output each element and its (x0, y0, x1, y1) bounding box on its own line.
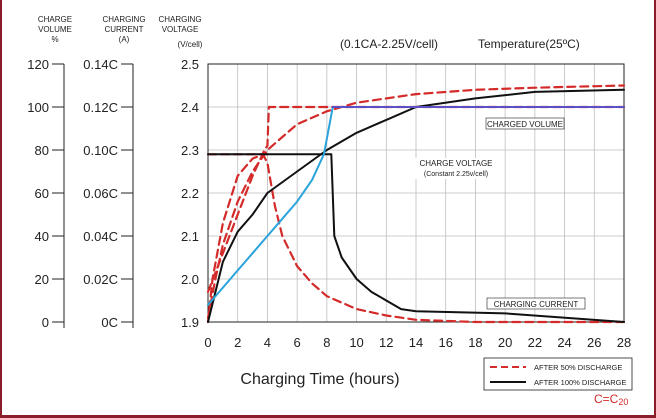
x-tick-label-6: 12 (379, 335, 393, 350)
series-line-v100 (207, 88, 625, 323)
x-tick-label-3: 6 (294, 335, 301, 350)
x-axis-title: Charging Time (hours) (240, 371, 399, 388)
volume-tick-label-0: 0 (42, 315, 49, 330)
x-tick-label-7: 14 (409, 335, 423, 350)
voltage-header-line1: CHARGING (158, 15, 201, 24)
series-line-v50 (206, 84, 626, 319)
x-tick-label-12: 24 (557, 335, 571, 350)
voltage-tick-label-4: 2.3 (181, 143, 199, 158)
voltage-header-line2: VOLTAGE (162, 25, 199, 34)
x-tick-label-5: 10 (349, 335, 363, 350)
footnote: C=C20 (594, 392, 628, 407)
charge-voltage-subtext: (Constant 2.25v/cell) (424, 171, 488, 178)
volume-header-line2: VOLUME (38, 25, 72, 34)
current-tick-label-1: 0.02C (83, 272, 118, 287)
volume-tick-label-4: 80 (35, 143, 49, 158)
volume-tick-label-3: 60 (35, 186, 49, 201)
current-tick-label-0: 0C (101, 315, 118, 330)
footnote-main: C=C (594, 392, 619, 406)
plot-border (207, 63, 625, 323)
volume-tick-label-6: 120 (27, 57, 49, 72)
x-tick-label-9: 18 (468, 335, 482, 350)
x-tick-label-8: 16 (438, 335, 452, 350)
voltage-axis-header: CHARGING VOLTAGE (V/cell) (158, 15, 202, 49)
grid (208, 64, 624, 322)
current-tick-label-6: 0.14C (83, 57, 118, 72)
x-tick-label-13: 26 (587, 335, 601, 350)
current-tick-label-4: 0.10C (83, 143, 118, 158)
x-tick-label-11: 22 (528, 335, 542, 350)
charged-volume-box (485, 117, 565, 130)
volume-header-line1: CHARGE (38, 15, 72, 24)
voltage-tick-label-0: 1.9 (181, 315, 199, 330)
temperature-note: Temperature(25ºC) (478, 37, 580, 51)
series-line-i100 (207, 153, 625, 323)
axis-ticks: 0 2 4 6 8 10 12 14 16 18 20 22 24 26 281.90C02.00.02C2… (27, 57, 631, 350)
current-tick-label-5: 0.12C (83, 100, 118, 115)
x-tick-label-0: 0 (204, 335, 211, 350)
x-tick-label-2: 4 (264, 335, 271, 350)
volume-tick-label-1: 20 (35, 272, 49, 287)
current-tick-label-2: 0.04C (83, 229, 118, 244)
charge-voltage-box (410, 158, 502, 179)
current-axis-header: CHARGING CURRENT (A) (102, 15, 145, 44)
current-tick-label-3: 0.06C (83, 186, 118, 201)
volume-axis-header: CHARGE VOLUME % (38, 15, 72, 44)
series-group (206, 84, 626, 324)
plot-area-border (207, 63, 625, 323)
series-line-i50 (206, 153, 626, 324)
charging-current-box (486, 297, 586, 310)
legend-dashed-label: AFTER 50% DISCHARGE (534, 363, 622, 372)
legend: AFTER 50% DISCHARGE AFTER 100% DISCHARGE (483, 357, 633, 391)
charging-current-text: CHARGING CURRENT (494, 300, 579, 309)
legend-box (483, 357, 633, 391)
voltage-tick-label-5: 2.4 (181, 100, 199, 115)
current-header-line2: CURRENT (104, 25, 143, 34)
charge-voltage-text: CHARGE VOLTAGE (419, 159, 492, 168)
volume-tick-label-5: 100 (27, 100, 49, 115)
voltage-tick-label-3: 2.2 (181, 186, 199, 201)
current-header-line1: CHARGING (102, 15, 145, 24)
charge-voltage-label: CHARGE VOLTAGE (Constant 2.25v/cell) (410, 158, 502, 179)
voltage-header-line3: (V/cell) (178, 40, 203, 49)
legend-solid-label: AFTER 100% DISCHARGE (534, 378, 627, 387)
charged-volume-label: CHARGED VOLUME (485, 117, 565, 130)
x-tick-label-10: 20 (498, 335, 512, 350)
footnote-sub: 20 (618, 397, 628, 407)
series-line-c100 (207, 106, 334, 306)
condition-note: (0.1CA-2.25V/cell) (340, 37, 438, 51)
series-line-c50 (206, 105, 626, 293)
current-header-line3: (A) (119, 35, 130, 44)
voltage-tick-label-2: 2.1 (181, 229, 199, 244)
x-tick-label-14: 28 (617, 335, 631, 350)
voltage-tick-label-6: 2.5 (181, 57, 199, 72)
volume-tick-label-2: 40 (35, 229, 49, 244)
volume-header-line3: % (51, 35, 58, 44)
x-tick-label-1: 2 (234, 335, 241, 350)
charging-current-label: CHARGING CURRENT (486, 297, 586, 310)
charged-volume-text: CHARGED VOLUME (487, 120, 563, 129)
x-tick-label-4: 8 (323, 335, 330, 350)
voltage-tick-label-1: 2.0 (181, 272, 199, 287)
